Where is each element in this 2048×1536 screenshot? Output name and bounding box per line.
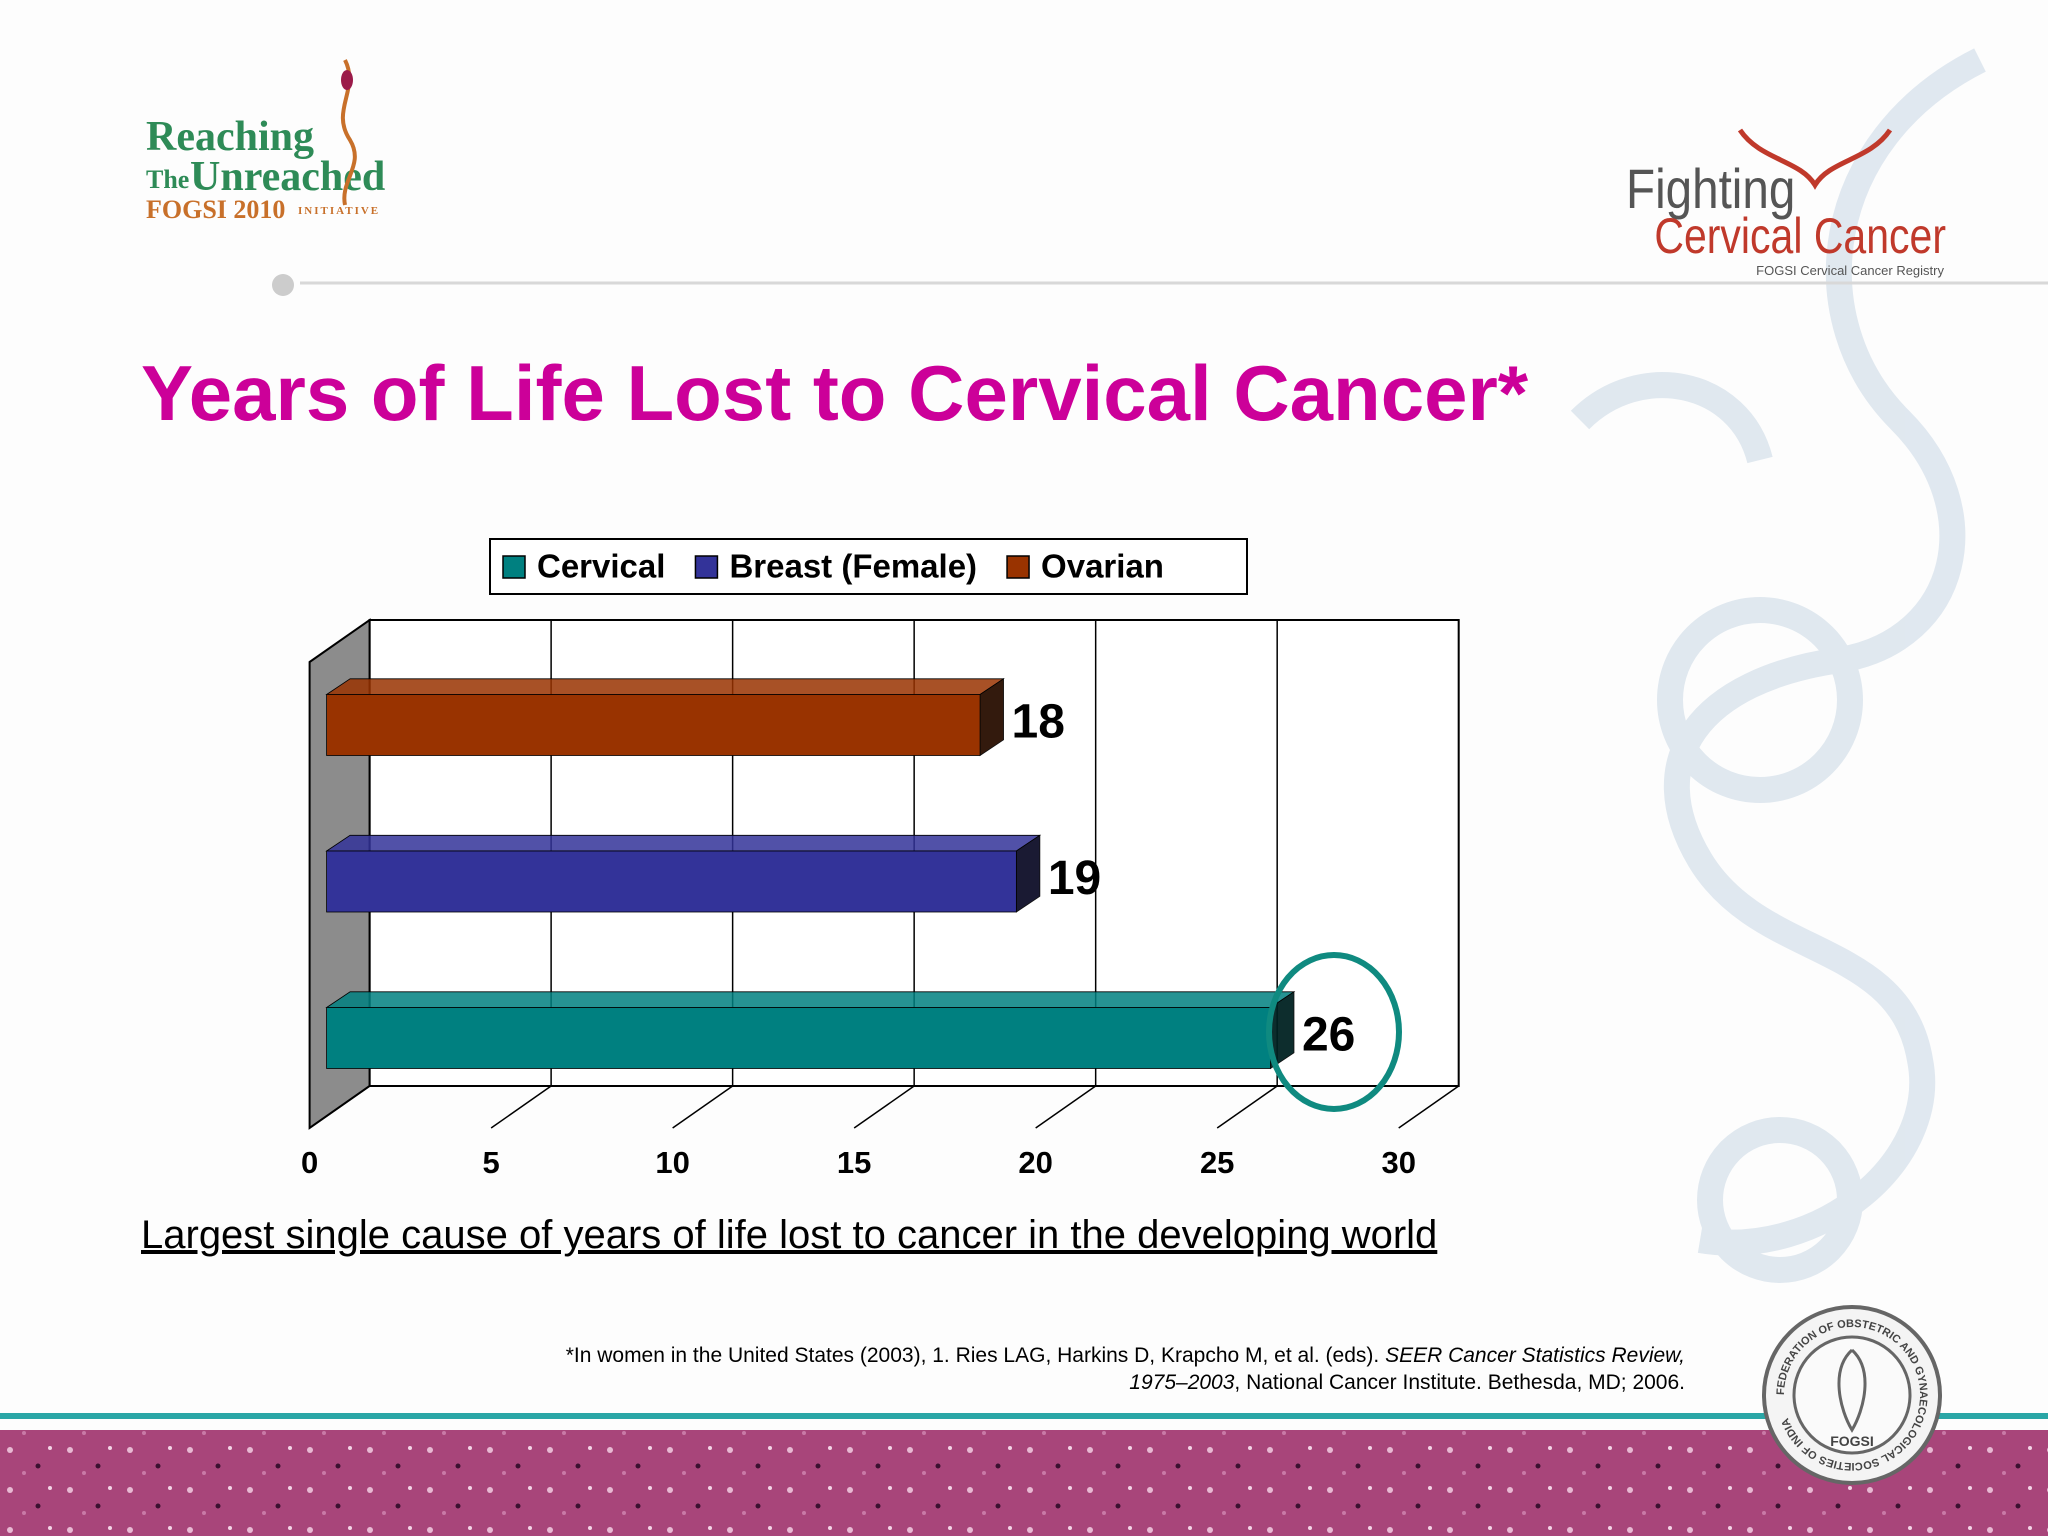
seal: FEDERATION OF OBSTETRIC AND GYNAECOLOGIC… [1762,1305,1942,1485]
logo-text: Cervical Cancer [1654,208,1946,264]
floor-line [672,1085,734,1129]
footnote: *In women in the United States (2003), 1… [566,1344,1685,1367]
slide-title: Years of Life Lost to Cervical Cancer* [141,349,1529,437]
floor-line [1216,1085,1278,1129]
logo-text: INITIATIVE [298,205,380,217]
x-tick-label: 20 [1018,1145,1052,1180]
floor-line [309,1085,371,1129]
footnote-text: *In women in the United States (2003), 1… [566,1344,1385,1367]
floor-line [1035,1085,1097,1129]
x-tick-label: 0 [301,1145,318,1180]
bar [326,850,1017,913]
legend-label: Ovarian [1041,548,1164,585]
footnote: 1975–2003, National Cancer Institute. Be… [1129,1371,1685,1394]
seal-figure [1837,1348,1867,1433]
bar-side-shade [1016,835,1040,912]
seal-center-text: FOGSI [1830,1433,1874,1449]
bar [326,694,981,756]
logo-figure [341,70,353,90]
right-logo: Fighting Cervical Cancer FOGSI Cervical … [1626,128,1946,278]
legend-swatch [1006,555,1030,579]
seal-inner [1792,1335,1912,1455]
data-label: 26 [1302,1009,1355,1062]
legend-label: Cervical [537,548,665,585]
logo-text: FOGSI Cervical Cancer Registry [1756,263,1944,278]
legend-box [489,538,1248,595]
x-tick-label: 10 [655,1145,689,1180]
left-logo: Reaching The Unreached FOGSI 2010 INITIA… [146,59,385,224]
background-decoration [1570,48,1986,1283]
logo-text: FOGSI 2010 [146,195,285,224]
caption: Largest single cause of years of life lo… [141,1213,1437,1257]
footnote-text: 1975–2003 [1129,1371,1234,1394]
chart: 0 5 10 15 20 25 30 26 19 18 Cervical Breast (Female… [301,538,1460,1180]
legend-swatch [502,555,526,579]
footnote-text: , National Cancer Institute. Bethesda, M… [1234,1371,1685,1394]
highlight-circle [1266,952,1402,1112]
header-dot [272,274,294,296]
x-tick-label: 25 [1200,1145,1234,1180]
bar-top [325,678,1005,695]
data-label: 18 [1012,696,1065,749]
bar-side-shade [980,678,1004,756]
bar-top [325,834,1042,852]
band-line [0,1413,2048,1419]
data-label: 19 [1048,852,1101,905]
floor-line [1398,1085,1460,1129]
logo-figure [1737,128,1893,190]
bottom-band [0,1430,2048,1536]
floor-line [853,1085,915,1129]
bar [326,1007,1271,1069]
x-tick-label: 15 [837,1145,871,1180]
logo-text: Reaching [146,114,314,160]
x-tick-label: 5 [482,1145,499,1180]
floor-line [490,1085,552,1129]
logo-text: The [146,165,189,194]
legend-swatch [694,555,719,579]
bar-top [325,991,1296,1008]
bar-side-shade [1270,991,1294,1069]
legend-label: Breast (Female) [729,548,977,585]
x-tick-label: 30 [1381,1145,1415,1180]
footnote-text: SEER Cancer Statistics Review, [1385,1344,1685,1367]
logo-text: Fighting [1626,158,1795,220]
